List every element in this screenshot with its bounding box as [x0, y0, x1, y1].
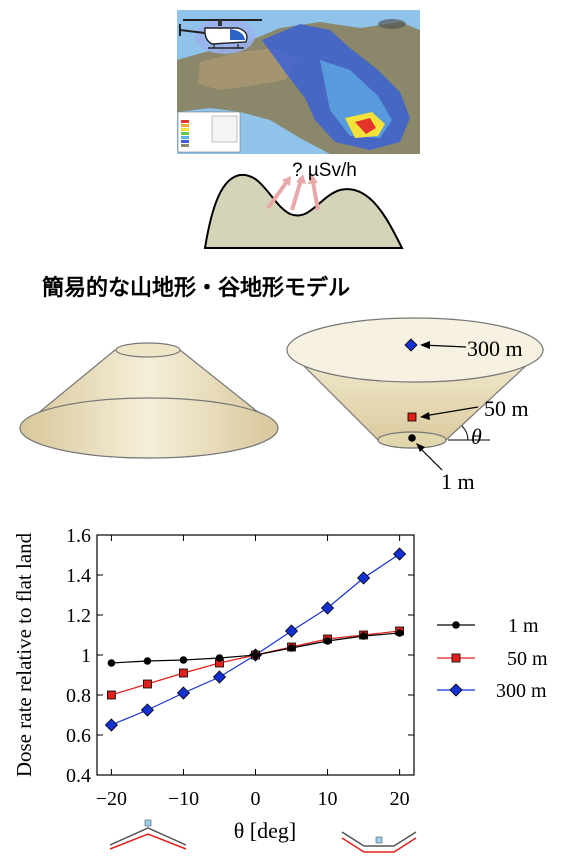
- marker-1m: [408, 434, 416, 442]
- map-cloud-icon: [378, 19, 406, 29]
- data-point-1m: [323, 637, 332, 645]
- label-1m: 1 m: [441, 469, 475, 494]
- data-point-50m: [143, 679, 152, 689]
- helicopter-icon: [179, 18, 262, 54]
- data-point-300m: [176, 686, 191, 700]
- series-layer: [104, 547, 407, 732]
- data-point-300m: [284, 624, 299, 638]
- mountain-shape: [203, 173, 404, 249]
- data-point-300m: [212, 670, 227, 684]
- data-point-300m: [357, 571, 371, 585]
- legend-marker-300m: [449, 683, 463, 697]
- map-legend-swatches: [181, 120, 189, 147]
- data-point-300m: [393, 547, 407, 561]
- mountain-cone-top: [115, 342, 181, 358]
- series-line-300m: [111, 553, 400, 726]
- data-point-1m: [251, 651, 260, 659]
- legend-marker-50m: [451, 653, 461, 663]
- data-point-300m: [140, 703, 154, 717]
- data-point-1m: [143, 657, 152, 665]
- y-axis-ticks: 0.4 0.6 0.8 1 1.2 1.4 1.6: [66, 525, 414, 787]
- label-300m: 300 m: [467, 336, 523, 361]
- data-point-1m: [287, 644, 296, 652]
- valley-cone-rim: [286, 317, 544, 383]
- chart-legend: 1 m 50 m 300 m: [437, 615, 548, 702]
- map-plume-red: [355, 118, 376, 134]
- x-tick-label: 20: [390, 788, 410, 810]
- x-tick-label: −20: [96, 788, 127, 810]
- legend-label-300m: 300 m: [496, 680, 547, 702]
- data-point-50m: [179, 668, 188, 678]
- mountain-cone-base: [19, 397, 279, 459]
- data-point-1m: [359, 632, 368, 640]
- x-tick-label: −10: [168, 788, 199, 810]
- mountain-cone: [19, 342, 279, 459]
- legend-marker-1m: [452, 621, 460, 629]
- radiation-map: [177, 10, 420, 154]
- data-point-300m: [104, 718, 118, 732]
- slope-icon-valley: [341, 831, 417, 853]
- data-point-1m: [179, 656, 188, 664]
- radiation-arrows: [266, 174, 320, 211]
- data-point-1m: [395, 629, 404, 637]
- y-tick-label: 0.6: [66, 725, 91, 747]
- y-tick-label: 0.8: [66, 685, 91, 707]
- x-axis-ticks: −20 −10 0 10 20: [96, 535, 410, 810]
- label-50m: 50 m: [484, 396, 529, 421]
- dose-question-label: ? µSv/h: [292, 160, 357, 181]
- x-tick-label: 0: [251, 788, 261, 810]
- series-line-50m: [111, 630, 400, 696]
- y-tick-label: 0.4: [66, 765, 91, 787]
- map-inset: [211, 115, 238, 143]
- valley-cone: θ 300 m 50 m 1 m: [286, 317, 545, 494]
- y-tick-label: 1.6: [66, 525, 91, 547]
- marker-300m: [404, 338, 418, 352]
- slope-icon-mountain: [109, 819, 187, 850]
- theta-arc: [461, 425, 469, 441]
- section-title: 簡易的な山地形・谷地形モデル: [42, 275, 350, 301]
- legend-label-50m: 50 m: [507, 648, 548, 670]
- data-point-50m: [107, 690, 116, 700]
- y-tick-label: 1.4: [66, 565, 91, 587]
- theta-label: θ: [471, 424, 482, 449]
- x-tick-label: 10: [318, 788, 338, 810]
- map-mountains: [198, 48, 300, 90]
- data-point-1m: [107, 659, 116, 667]
- y-tick-label: 1.2: [66, 605, 91, 627]
- mountain-illustration: ? µSv/h: [203, 160, 404, 249]
- leader-50m: [423, 406, 479, 417]
- data-point-1m: [215, 654, 224, 662]
- x-axis-label: θ [deg]: [234, 818, 296, 843]
- y-tick-label: 1: [81, 645, 91, 667]
- legend-label-1m: 1 m: [508, 615, 539, 637]
- y-axis-label: Dose rate relative to flat land: [12, 532, 36, 777]
- marker-50m: [407, 412, 417, 422]
- chart: 0.40.60.811.21.41.6 −20 −10 0 10 20 θ [deg] …: [12, 525, 415, 843]
- data-point-300m: [320, 601, 335, 615]
